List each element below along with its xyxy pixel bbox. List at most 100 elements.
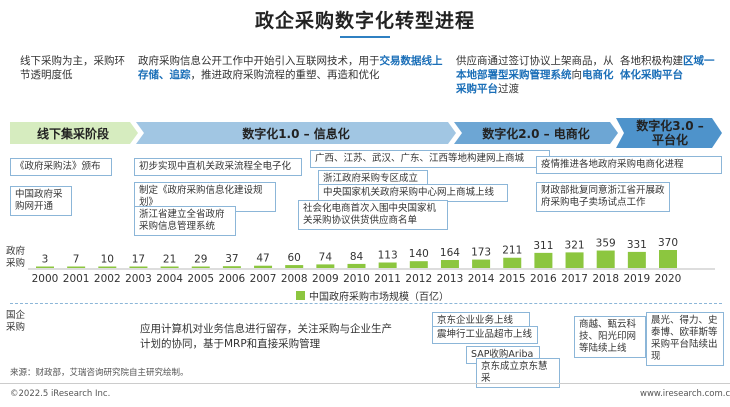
year-label-2015: 2015: [498, 273, 526, 285]
bar-2011: [378, 262, 397, 268]
desc-text: 各地积极构建: [620, 55, 683, 67]
desc-text: 线下采购为主，采购环节透明度低: [20, 55, 125, 81]
enterprise-event-new-platforms: 商越、甄云科技、阳光印网等陆续上线: [574, 316, 646, 358]
data-label-2014: 173: [471, 247, 491, 259]
year-label-2005: 2005: [187, 273, 215, 285]
data-label-2003: 17: [132, 254, 145, 266]
year-label-2011: 2011: [374, 273, 401, 285]
legend-swatch: [296, 291, 305, 300]
bar-2007: [254, 265, 273, 268]
bar-2012: [409, 261, 428, 268]
highlight-text: 交易数据线上存储、追踪: [138, 55, 443, 81]
data-label-2012: 140: [409, 248, 429, 260]
phase-bands: [10, 118, 722, 148]
year-label-2002: 2002: [93, 273, 121, 285]
band-digital1-shape: [136, 122, 456, 144]
year-label-2001: 2001: [62, 273, 90, 285]
data-label-2017: 321: [565, 239, 585, 251]
phase-desc-offline: 线下采购为主，采购环节透明度低: [20, 54, 128, 82]
enterprise-procurement-label: 国企 采购: [6, 310, 26, 333]
desc-text: 政府采购信息公开工作中开始引入互联网技术，用于: [138, 55, 380, 67]
enterprise-event-mrp: 应用计算机对业务信息进行留存，关注采购与企业生产计划的协同，基于MRP和直接采购…: [140, 323, 392, 350]
highlight-text: 本地部署型采购管理系统: [456, 69, 572, 81]
gov-event-social-ecommerce: 社会化电商首次入围中央国家机关采购协议供货供应商名单: [298, 200, 448, 230]
year-label-2000: 2000: [31, 273, 59, 285]
year-label-2018: 2018: [592, 273, 620, 285]
bar-2008: [285, 265, 304, 268]
legend-label: 中国政府采购市场规模（百亿）: [309, 292, 449, 303]
phase-desc-digital-2: 供应商通过签订协议上架商品，从本地部署型采购管理系统向电商化采购平台过渡: [456, 54, 614, 96]
data-label-2006: 37: [225, 253, 238, 265]
band-offline-shape: [10, 122, 138, 144]
data-label-2007: 47: [256, 253, 269, 265]
source-note: 来源：财政部，艾瑞咨询研究院自主研究绘制。: [10, 368, 189, 378]
band-digital-3-line2: 平台化: [651, 133, 688, 147]
year-label-2003: 2003: [125, 273, 152, 285]
year-label-2008: 2008: [280, 273, 308, 285]
data-label-2013: 164: [440, 247, 460, 259]
desc-text: 供应商通过签订协议上架商品，从: [456, 55, 614, 67]
market-size-chart: 3 7 10 17 21 29 37 47 60 74 84 113 140 164 173 211 311 32…: [28, 237, 715, 270]
band-digital-2: 数字化2.0 – 电商化: [482, 126, 590, 141]
year-label-2006: 2006: [218, 273, 246, 285]
phase-desc-digital-3: 各地积极构建区域一体化采购平台: [620, 54, 724, 82]
data-label-2016: 311: [533, 240, 553, 252]
bar-2004: [160, 266, 179, 268]
bar-2009: [316, 264, 335, 268]
phase-desc-digital-1: 政府采购信息公开工作中开始引入互联网技术，用于交易数据线上存储、追踪，推进政府采…: [138, 54, 450, 82]
band-digital-3: 数字化3.0 – 平台化: [622, 116, 718, 150]
band-digital2-shape: [454, 122, 618, 144]
band-digital-3-line1: 数字化3.0 –: [636, 119, 704, 133]
bar-2016: [534, 252, 553, 268]
gov-event-zhejiang-pilot: 财政部批复同意浙江省开展政府采购电子卖场试点工作: [536, 182, 670, 212]
bar-2018: [596, 250, 615, 268]
section-divider: [10, 303, 722, 304]
bar-2005: [191, 266, 210, 268]
bar-2006: [222, 266, 241, 268]
gov-event-zhejiang-system: 浙江省建立全省政府采购信息管理系统: [134, 206, 236, 236]
gov-event-2000-law: 《政府采购法》颁布: [10, 158, 112, 176]
enterprise-event-office-platforms: 晨光、得力、史泰博、欧菲斯等采购平台陆续出现: [646, 312, 724, 366]
bar-2001: [67, 266, 86, 268]
data-label-2019: 331: [627, 239, 647, 251]
desc-text: 向: [571, 69, 583, 81]
bar-2014: [472, 259, 491, 268]
website: www.iresearch.com.cn: [640, 389, 730, 399]
highlight-text: 电商化采购平台: [456, 69, 614, 95]
data-label-2004: 21: [163, 254, 176, 266]
year-label-2019: 2019: [623, 273, 651, 285]
bar-2002: [98, 266, 117, 268]
bar-2000: [36, 266, 54, 268]
data-label-2018: 359: [596, 238, 616, 250]
gov-event-central-etransform: 初步实现中直机关政采流程全电子化: [134, 158, 302, 176]
bar-2003: [129, 266, 148, 268]
year-label-2014: 2014: [467, 273, 495, 285]
data-label-2000: 3: [42, 254, 49, 266]
year-label-2020: 2020: [654, 273, 682, 285]
bar-2017: [565, 252, 584, 268]
bar-2010: [347, 263, 366, 268]
highlight-text: 区域一体化采购平台: [620, 55, 715, 81]
data-label-2009: 74: [319, 251, 333, 263]
band-digital-1: 数字化1.0 – 信息化: [242, 126, 350, 141]
footer-divider: [0, 383, 730, 384]
year-label-2017: 2017: [561, 273, 588, 285]
data-label-2011: 113: [378, 250, 398, 262]
data-label-2005: 29: [194, 254, 207, 266]
gov-procurement-label: 政府 采购: [6, 246, 26, 269]
bar-2013: [440, 260, 459, 268]
year-label-2012: 2012: [405, 273, 433, 285]
desc-text: ，推进政府采购流程的重塑、再造和优化: [190, 69, 380, 81]
band-digital3-shape: [616, 118, 722, 148]
year-label-2009: 2009: [311, 273, 339, 285]
year-label-2013: 2013: [436, 273, 464, 285]
desc-text: 过渡: [498, 83, 519, 95]
gov-event-epidemic: 疫情推进各地政府采购电商化进程: [536, 156, 722, 174]
gov-event-online-malls: 广西、江苏、武汉、广东、江西等地构建网上商城: [310, 150, 550, 168]
copyright: ©2022.5 iResearch Inc.: [10, 389, 111, 399]
gov-event-2000-website: 中国政府采购网开通: [10, 186, 72, 216]
bar-2020: [659, 250, 677, 268]
title-underline: [340, 36, 390, 38]
data-label-2020: 370: [658, 237, 678, 249]
data-label-2015: 211: [502, 245, 522, 257]
